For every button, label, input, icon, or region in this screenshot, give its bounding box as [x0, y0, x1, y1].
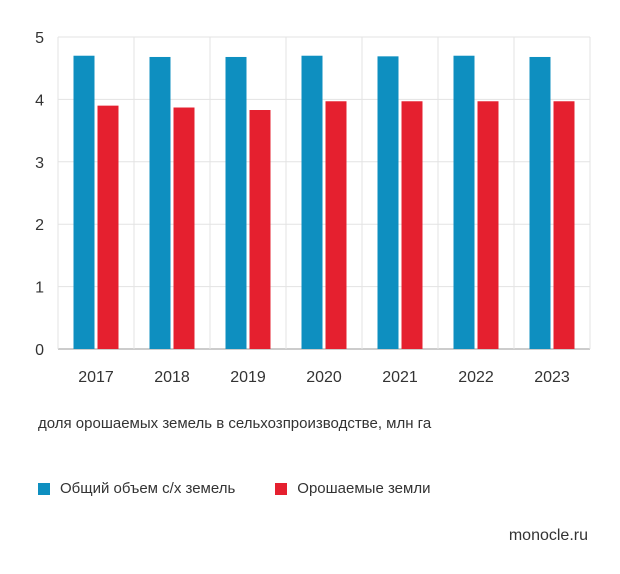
bar-total-2023	[529, 56, 551, 350]
bar-irrigated-2020	[325, 101, 347, 349]
legend: Общий объем с/х земель Орошаемые земли	[38, 480, 470, 497]
y-tick-label: 1	[35, 280, 44, 297]
bar-irrigated-2018	[173, 107, 195, 350]
bar-chart: 0 1 2 3 4 5 2017 2018 2019 2020 2021 2022 2023	[35, 30, 591, 386]
y-tick-label: 3	[35, 155, 44, 172]
bar-total-2022	[453, 55, 475, 349]
legend-item-irrigated: Орошаемые земли	[275, 480, 430, 497]
bar-total-2018	[149, 56, 171, 350]
y-tick-label: 0	[35, 342, 44, 359]
legend-label-total: Общий объем с/х земель	[60, 480, 236, 497]
y-tick-label: 5	[35, 30, 44, 47]
y-axis-ticks: 0 1 2 3 4 5	[35, 30, 44, 359]
x-tick-label: 2020	[306, 369, 342, 386]
x-tick-label: 2018	[154, 369, 190, 386]
x-tick-label: 2021	[382, 369, 418, 386]
y-tick-label: 2	[35, 217, 44, 234]
x-axis-ticks: 2017 2018 2019 2020 2021 2022 2023	[78, 369, 570, 386]
bars	[73, 55, 575, 350]
source-brand: monocle.ru	[508, 527, 588, 544]
bar-irrigated-2021	[401, 101, 423, 349]
grid-lines	[57, 36, 591, 350]
legend-item-total: Общий объем с/х земель	[38, 480, 235, 497]
bar-total-2019	[225, 56, 247, 350]
x-tick-label: 2023	[534, 369, 570, 386]
bar-irrigated-2022	[477, 101, 499, 349]
legend-label-irrigated: Орошаемые земли	[297, 480, 431, 497]
legend-swatch-total	[38, 482, 50, 495]
bar-irrigated-2019	[249, 110, 271, 350]
bar-irrigated-2017	[97, 105, 119, 349]
bar-irrigated-2023	[553, 101, 575, 349]
x-tick-label: 2022	[458, 369, 494, 386]
y-tick-label: 4	[35, 92, 44, 109]
x-tick-label: 2017	[78, 369, 114, 386]
legend-swatch-irrigated	[275, 482, 288, 495]
bar-total-2017	[73, 55, 95, 349]
bar-total-2020	[301, 55, 323, 349]
bar-total-2021	[377, 56, 399, 350]
chart-caption: доля орошаемых земель в сельхозпроизводс…	[38, 415, 432, 432]
x-tick-label: 2019	[230, 369, 266, 386]
